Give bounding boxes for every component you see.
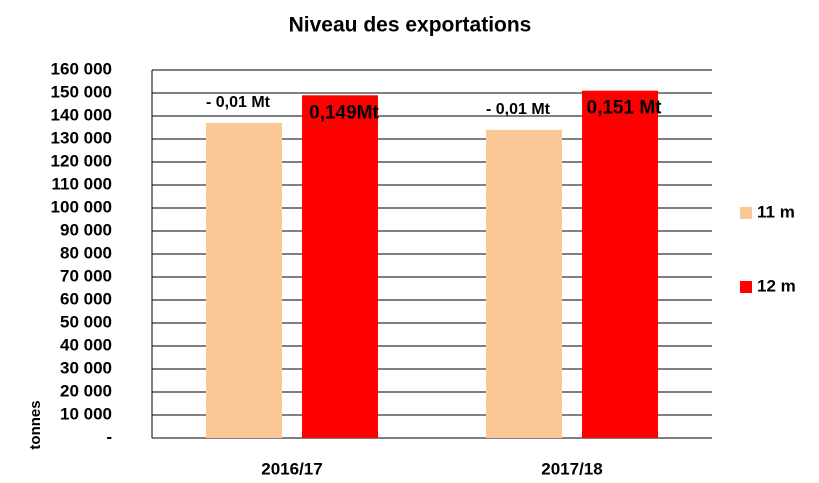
y-tick-label: 100 000 — [51, 197, 112, 216]
y-tick-label: 50 000 — [60, 312, 112, 331]
y-tick-label: 140 000 — [51, 105, 112, 124]
y-tick-label: 80 000 — [60, 243, 112, 262]
y-tick-label: 20 000 — [60, 381, 112, 400]
legend-swatch — [740, 207, 752, 219]
data-label: 0,151 Mt — [587, 98, 663, 119]
y-tick-label: 60 000 — [60, 289, 112, 308]
y-tick-label: 40 000 — [60, 335, 112, 354]
data-label: 0,149Mt — [309, 102, 379, 123]
annotation: - 0,01 Mt — [206, 94, 271, 111]
legend-label: 12 m — [757, 276, 796, 295]
x-tick-label: 2017/18 — [541, 459, 602, 478]
chart-title: Niveau des exportations — [289, 14, 532, 37]
bar — [302, 95, 378, 439]
bar — [486, 129, 562, 439]
bar — [206, 122, 282, 439]
y-tick-label: 130 000 — [51, 128, 112, 147]
y-tick-label: 160 000 — [51, 59, 112, 78]
y-tick-label: 70 000 — [60, 266, 112, 285]
y-tick-label: 30 000 — [60, 358, 112, 377]
y-axis-label: tonnes — [27, 400, 44, 449]
annotation: - 0,01 Mt — [486, 101, 551, 118]
legend-label: 11 m — [757, 202, 795, 221]
y-tick-label: 150 000 — [51, 82, 112, 101]
y-tick-label: - — [106, 427, 112, 446]
bar — [582, 90, 658, 438]
y-tick-label: 90 000 — [60, 220, 112, 239]
y-tick-label: 110 000 — [51, 174, 112, 193]
y-tick-label: 10 000 — [60, 404, 112, 423]
legend-swatch — [740, 281, 752, 293]
y-tick-label: 120 000 — [51, 151, 112, 170]
x-tick-label: 2016/17 — [261, 459, 322, 478]
